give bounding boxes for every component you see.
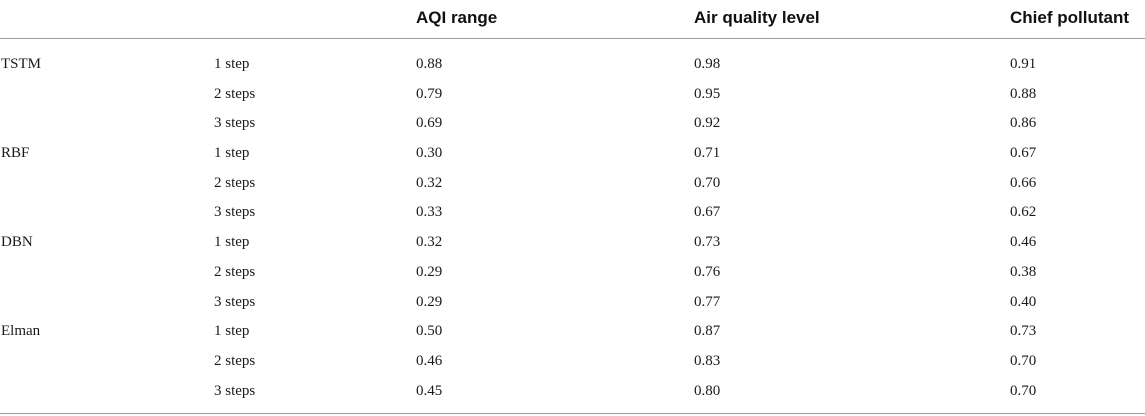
air-quality-level-cell: 0.73 [694, 234, 721, 251]
table-row: TSTM 1 step 0.88 0.98 0.91 [0, 50, 1145, 80]
model-cell: Elman [1, 323, 41, 340]
chief-pollutant-cell: 0.86 [1010, 115, 1037, 132]
chief-pollutant-cell: 0.66 [1010, 174, 1037, 191]
step-cell: 2 steps [214, 85, 256, 102]
chief-pollutant-cell: 0.73 [1010, 323, 1037, 340]
chief-pollutant-cell: 0.46 [1010, 234, 1037, 251]
aqi-range-cell: 0.88 [416, 56, 443, 72]
chief-pollutant-cell: 0.70 [1010, 352, 1037, 369]
table-row: 3 steps 0.69 0.92 0.86 [0, 109, 1145, 139]
step-cell: 1 step [214, 323, 250, 340]
chief-pollutant-cell: 0.38 [1010, 263, 1037, 280]
aqi-range-cell: 0.46 [416, 352, 443, 369]
step-cell: 1 step [214, 234, 250, 251]
aqi-range-cell: 0.69 [416, 115, 443, 132]
air-quality-level-cell: 0.95 [694, 85, 721, 102]
table-row: 2 steps 0.29 0.76 0.38 [0, 258, 1145, 288]
aqi-range-cell: 0.45 [416, 382, 443, 399]
step-cell: 3 steps [214, 293, 256, 310]
aqi-range-cell: 0.29 [416, 263, 443, 280]
table-bottom-rule [0, 413, 1145, 414]
air-quality-level-cell: 0.71 [694, 145, 721, 162]
chief-pollutant-cell: 0.70 [1010, 382, 1037, 399]
table-body: TSTM 1 step 0.88 0.98 0.91 2 steps 0.79 … [0, 50, 1145, 406]
step-cell: 3 steps [214, 382, 256, 399]
aqi-range-cell: 0.79 [416, 85, 443, 102]
model-cell: RBF [1, 145, 30, 162]
aqi-range-cell: 0.30 [416, 145, 443, 162]
chief-pollutant-cell: 0.88 [1010, 85, 1037, 102]
table-row: 2 steps 0.32 0.70 0.66 [0, 169, 1145, 199]
table-row: 3 steps 0.33 0.67 0.62 [0, 198, 1145, 228]
table-row: Elman 1 step 0.50 0.87 0.73 [0, 317, 1145, 347]
aqi-range-cell: 0.32 [416, 174, 443, 191]
air-quality-level-cell: 0.70 [694, 174, 721, 191]
step-cell: 1 step [214, 56, 250, 72]
air-quality-level-cell: 0.92 [694, 115, 721, 132]
table-row: 3 steps 0.45 0.80 0.70 [0, 377, 1145, 407]
air-quality-level-cell: 0.83 [694, 352, 721, 369]
step-cell: 2 steps [214, 263, 256, 280]
table-row: 3 steps 0.29 0.77 0.40 [0, 288, 1145, 318]
step-cell: 2 steps [214, 174, 256, 191]
model-cell: TSTM [1, 56, 42, 72]
air-quality-level-cell: 0.77 [694, 293, 721, 310]
aqi-range-cell: 0.50 [416, 323, 443, 340]
step-cell: 3 steps [214, 115, 256, 132]
air-quality-level-cell: 0.76 [694, 263, 721, 280]
table-row: 2 steps 0.46 0.83 0.70 [0, 347, 1145, 377]
chief-pollutant-cell: 0.62 [1010, 204, 1037, 221]
air-quality-level-cell: 0.67 [694, 204, 721, 221]
chief-pollutant-cell: 0.40 [1010, 293, 1037, 310]
chief-pollutant-cell: 0.67 [1010, 145, 1037, 162]
table-row: RBF 1 step 0.30 0.71 0.67 [0, 139, 1145, 169]
aqi-range-cell: 0.32 [416, 234, 443, 251]
header-air-quality-level: Air quality level [694, 8, 820, 27]
aqi-range-cell: 0.29 [416, 293, 443, 310]
air-quality-level-cell: 0.80 [694, 382, 721, 399]
step-cell: 1 step [214, 145, 250, 162]
table-row: 2 steps 0.79 0.95 0.88 [0, 80, 1145, 110]
table-header-row: AQI range Air quality level Chief pollut… [0, 0, 1145, 38]
step-cell: 2 steps [214, 352, 256, 369]
air-quality-level-cell: 0.98 [694, 56, 721, 72]
header-divider [0, 38, 1145, 39]
table-row: DBN 1 step 0.32 0.73 0.46 [0, 228, 1145, 258]
air-quality-level-cell: 0.87 [694, 323, 721, 340]
step-cell: 3 steps [214, 204, 256, 221]
header-aqi-range: AQI range [416, 8, 498, 27]
header-chief-pollutant: Chief pollutant [1010, 8, 1129, 27]
model-cell: DBN [1, 234, 33, 251]
chief-pollutant-cell: 0.91 [1010, 56, 1037, 72]
aqi-range-cell: 0.33 [416, 204, 443, 221]
